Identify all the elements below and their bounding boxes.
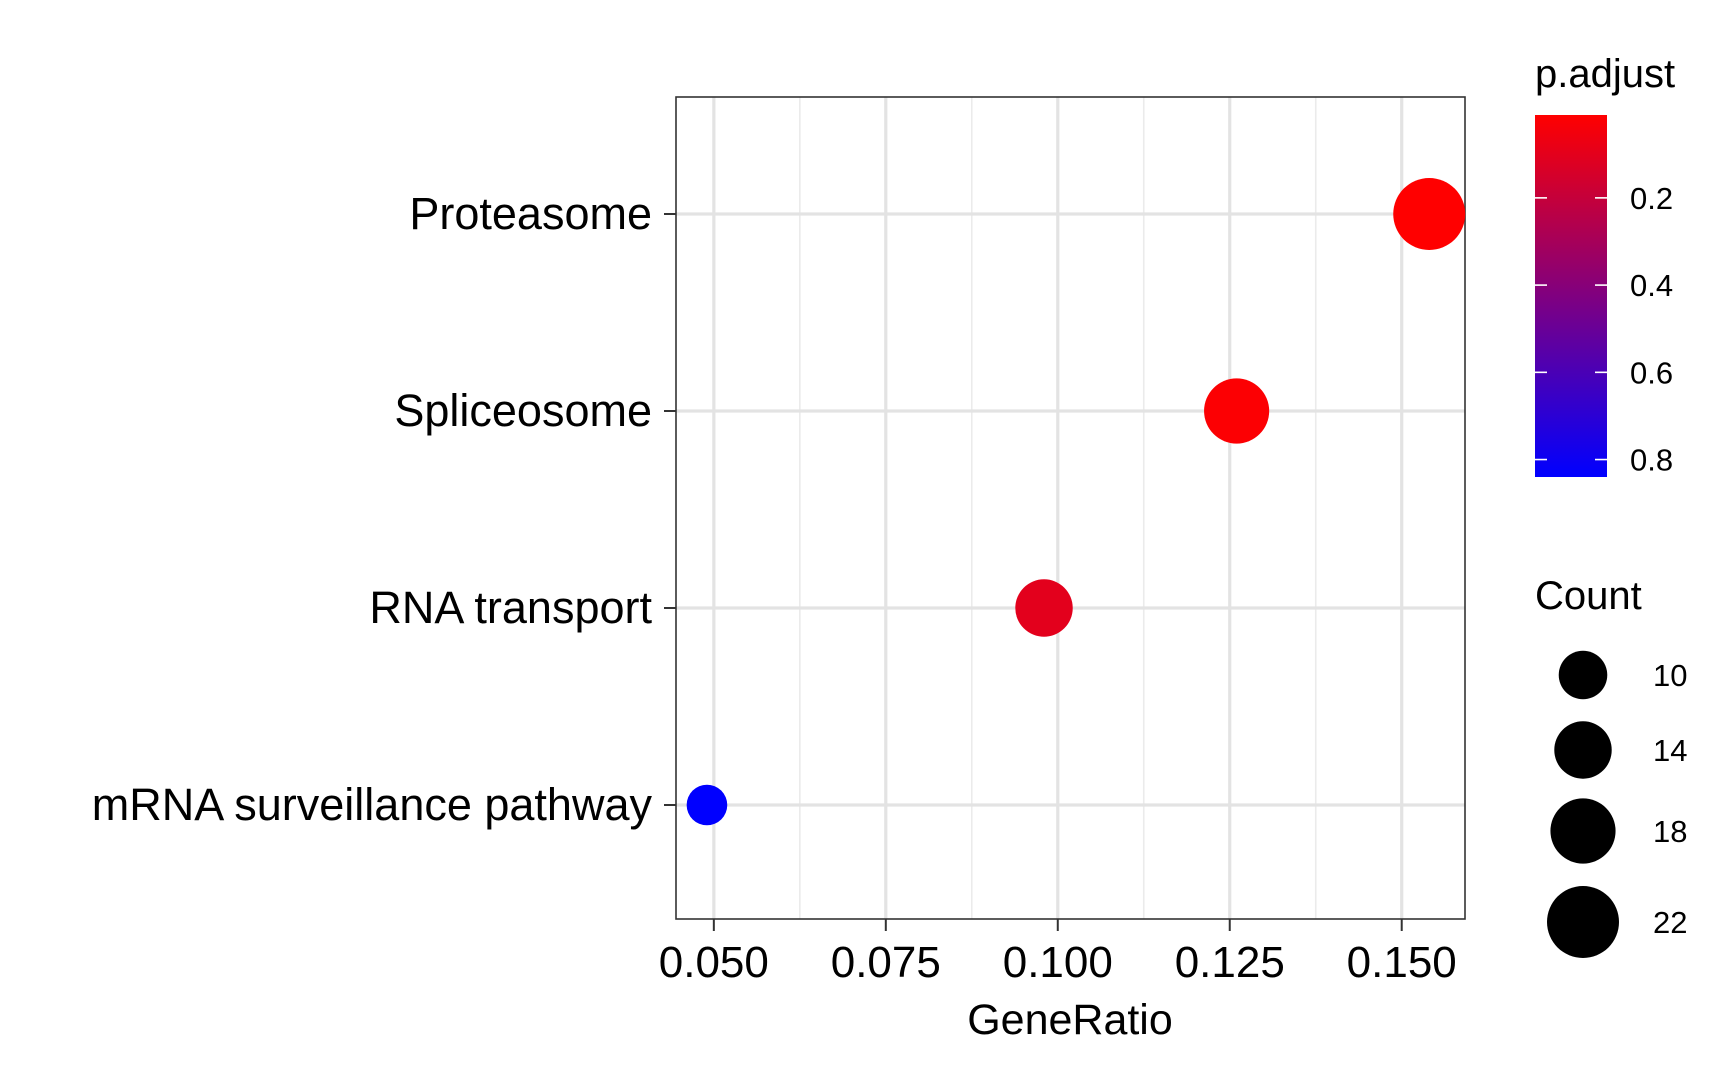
plot-panel-border <box>675 96 1466 920</box>
size-legend-items: 10 14 18 22 <box>1547 650 1687 958</box>
color-legend-tick-label: 0.2 <box>1630 181 1673 216</box>
size-legend-key <box>1554 721 1612 779</box>
data-point <box>686 784 728 826</box>
color-legend-bar <box>1535 115 1607 477</box>
x-axis-tick-label: 0.075 <box>831 938 941 987</box>
color-legend-title: p.adjust <box>1535 52 1675 96</box>
data-point <box>1393 178 1466 250</box>
size-legend-key <box>1547 886 1619 958</box>
data-point <box>1204 378 1270 444</box>
size-legend-label: 14 <box>1653 733 1687 768</box>
color-legend-ticks: 0.2 0.4 0.6 0.8 <box>1535 181 1673 478</box>
color-legend-tick-label: 0.8 <box>1630 443 1673 478</box>
y-axis-category-label: Spliceosome <box>394 385 652 436</box>
size-legend-label: 18 <box>1653 814 1687 849</box>
size-legend-label: 10 <box>1653 658 1687 693</box>
data-points <box>686 178 1466 826</box>
size-legend-key <box>1550 798 1616 864</box>
grid-lines <box>676 97 1465 919</box>
y-axis-category-label: mRNA surveillance pathway <box>92 779 653 830</box>
y-axis-category-label: Proteasome <box>409 188 652 239</box>
color-legend: p.adjust 0.2 0.4 0.6 0.8 <box>1535 52 1675 478</box>
color-legend-tick-label: 0.6 <box>1630 355 1673 390</box>
y-axis: Proteasome Spliceosome RNA transport mRNA s… <box>92 188 676 830</box>
y-axis-category-label: RNA transport <box>369 582 652 633</box>
size-legend-title: Count <box>1535 574 1642 618</box>
size-legend: Count 10 14 18 22 <box>1535 574 1687 958</box>
plot-panel-background <box>676 97 1465 919</box>
size-legend-key <box>1558 650 1608 700</box>
data-point <box>1015 579 1073 637</box>
x-axis: 0.050 0.075 0.100 0.125 0.150 <box>659 919 1457 987</box>
x-axis-title: GeneRatio <box>967 996 1173 1044</box>
x-axis-tick-label: 0.125 <box>1175 938 1285 987</box>
size-legend-label: 22 <box>1653 905 1687 940</box>
x-axis-tick-label: 0.100 <box>1003 938 1113 987</box>
x-axis-tick-label: 0.050 <box>659 938 769 987</box>
color-legend-tick-label: 0.4 <box>1630 268 1673 303</box>
x-axis-tick-label: 0.150 <box>1347 938 1457 987</box>
